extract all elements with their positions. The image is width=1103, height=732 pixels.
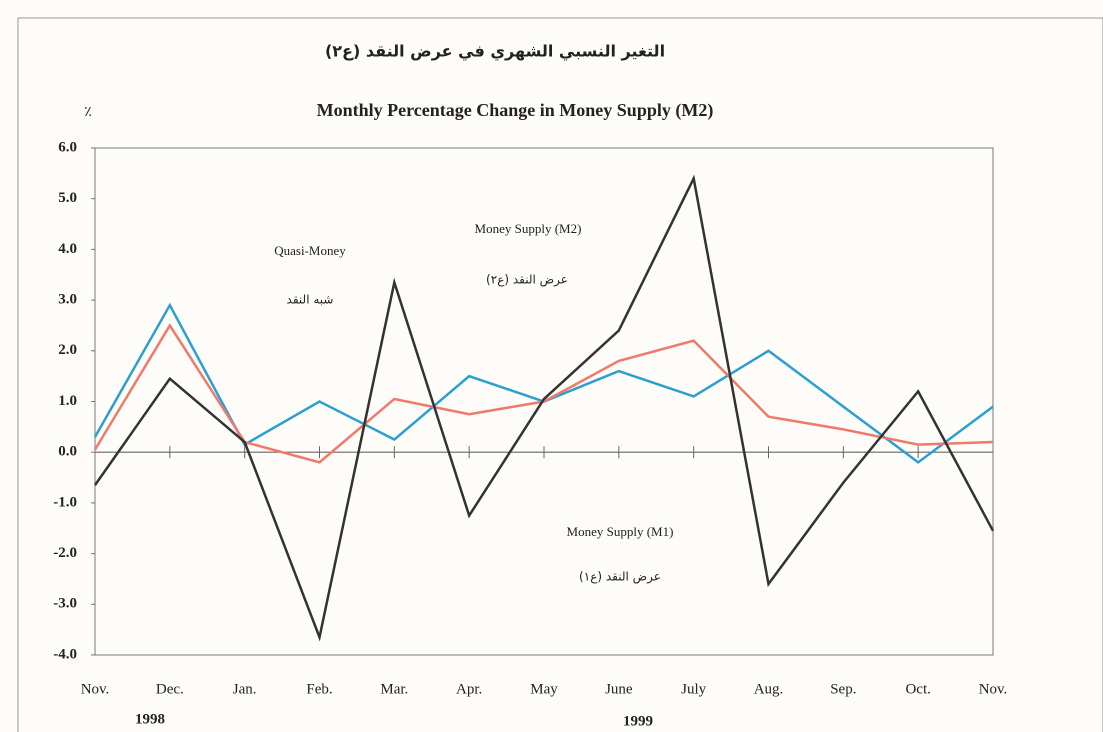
line-series [93,174,995,642]
y-tick-label: -4.0 [53,646,77,662]
y-tick-label: -2.0 [53,545,77,561]
x-tick-label: Feb. [306,681,332,697]
x-tick-label: Mar. [380,681,408,697]
x-tick-label: Aug. [754,681,784,697]
y-tick-label: 5.0 [58,190,77,206]
x-tick-label: Nov. [979,681,1008,697]
series-label-ar: عرض النقد (ع٢) [486,273,568,288]
y-tick-label: 1.0 [58,393,77,409]
y-tick-label: 2.0 [58,342,77,358]
year-label: 1998 [135,711,165,727]
y-tick-label: 6.0 [58,139,77,155]
series-label-ar: عرض النقد (ع١) [579,570,661,585]
y-tick-label: -1.0 [53,494,77,510]
line-series [93,323,994,464]
x-tick-label: Oct. [905,681,930,697]
year-label: 1999 [623,713,653,729]
x-tick-label: July [681,681,707,697]
y-tick-label: -3.0 [53,596,77,612]
series-label: Money Supply (M2) [475,221,582,236]
x-tick-label: Nov. [81,681,110,697]
x-tick-label: June [605,681,633,697]
chart-title: Monthly Percentage Change in Money Suppl… [317,100,714,121]
series-label-ar: شبه النقد [287,293,334,307]
series-label: Quasi-Money [274,243,346,258]
y-tick-label: 4.0 [58,241,77,257]
x-tick-label: May [530,681,558,697]
x-tick-label: Jan. [233,681,257,697]
unit-label: ٪ [84,104,92,120]
x-tick-label: Apr. [456,681,482,697]
frame [17,17,1103,732]
x-tick-label: Dec. [156,681,184,697]
series-label: Money Supply (M1) [567,524,674,539]
chart-title-ar: التغير النسبي الشهري في عرض النقد (ع٢) [325,42,665,62]
line-series [93,302,994,464]
x-tick-label: Sep. [830,681,856,697]
y-tick-label: 0.0 [58,444,77,460]
y-tick-label: 3.0 [58,292,77,308]
